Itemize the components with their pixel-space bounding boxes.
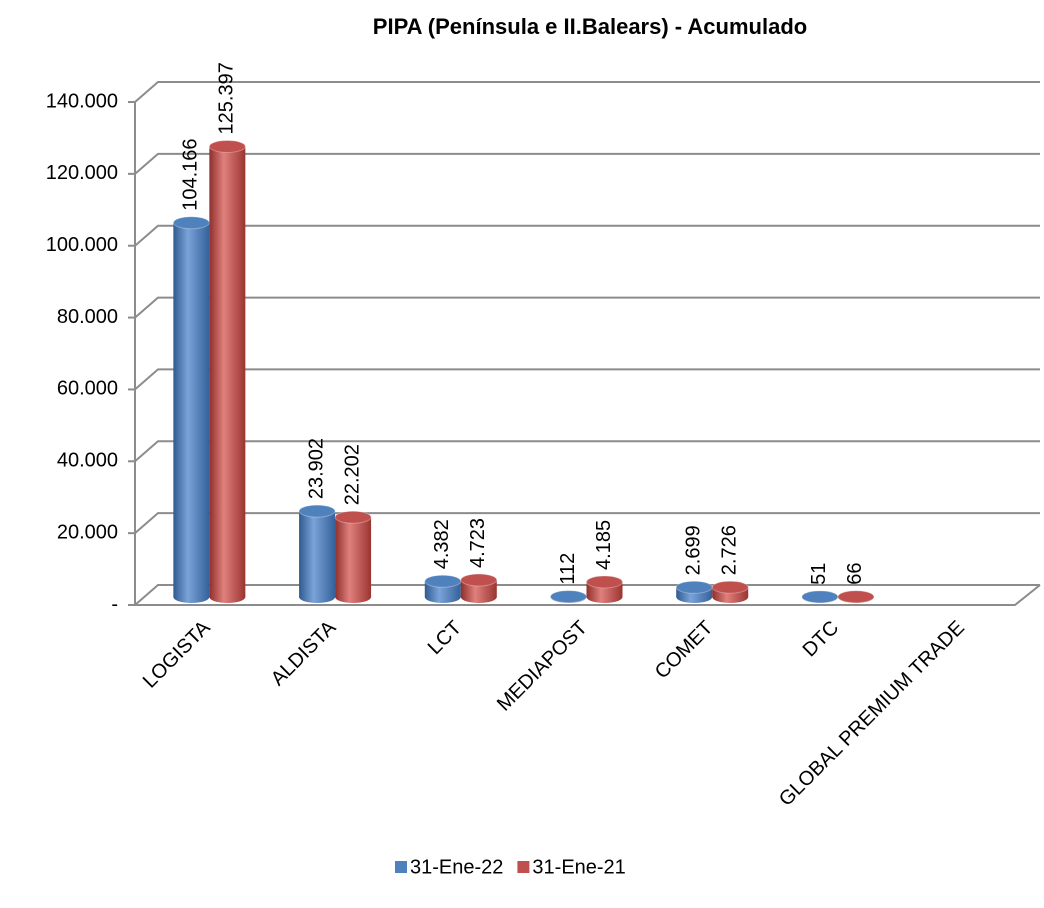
bar bbox=[298, 504, 336, 603]
y-tick-label: 40.000 bbox=[57, 450, 118, 472]
floor bbox=[135, 584, 1041, 606]
x-tick-label: LCT bbox=[424, 617, 466, 659]
bar-body bbox=[335, 517, 372, 597]
x-tick-label: LOGISTA bbox=[139, 616, 215, 692]
legend-label: 31-Ene-22 bbox=[410, 856, 503, 878]
data-label: 51 bbox=[808, 563, 830, 585]
data-label: 125.397 bbox=[216, 62, 238, 134]
bar bbox=[460, 573, 498, 603]
bar bbox=[334, 510, 372, 603]
legend-label: 31-Ene-21 bbox=[532, 856, 625, 878]
bar bbox=[586, 575, 623, 603]
bar-body bbox=[173, 222, 210, 597]
grid-line bbox=[134, 296, 1040, 319]
y-tick-label: 60.000 bbox=[57, 378, 118, 400]
bar bbox=[675, 580, 713, 603]
bar bbox=[424, 574, 462, 603]
y-tick-label: 140.000 bbox=[46, 90, 118, 112]
bar-top bbox=[837, 590, 875, 604]
data-label: 112 bbox=[557, 553, 579, 585]
data-label: 4.382 bbox=[431, 519, 453, 569]
y-tick-label: 20.000 bbox=[57, 521, 118, 543]
bar-top bbox=[172, 216, 210, 230]
bar-top bbox=[208, 139, 246, 153]
bar-top bbox=[586, 575, 623, 589]
bar-top bbox=[550, 590, 587, 604]
grid-line bbox=[134, 224, 1040, 247]
chart-title: PIPA (Península e II.Balears) - Acumulad… bbox=[373, 14, 807, 39]
y-tick-label: 100.000 bbox=[46, 234, 118, 256]
data-label: 2.726 bbox=[718, 525, 740, 575]
legend-swatch bbox=[517, 861, 530, 873]
grid-line bbox=[134, 81, 1040, 103]
bar-top bbox=[298, 504, 336, 518]
bar bbox=[550, 590, 587, 604]
grid-line bbox=[134, 440, 1040, 463]
bar-top bbox=[424, 574, 462, 588]
bar-top bbox=[801, 590, 839, 604]
bar-top bbox=[711, 580, 749, 594]
legend-swatch bbox=[395, 861, 407, 873]
y-tick-label: 120.000 bbox=[46, 162, 118, 184]
data-label: 4.185 bbox=[593, 520, 615, 570]
data-label: 23.902 bbox=[305, 438, 327, 499]
x-tick-label: MEDIAPOST bbox=[493, 617, 592, 716]
grid-line bbox=[134, 512, 1040, 534]
grid-line bbox=[134, 368, 1040, 391]
bar bbox=[208, 139, 246, 603]
bar bbox=[837, 590, 875, 604]
bar-top bbox=[334, 510, 372, 524]
bar bbox=[172, 216, 210, 603]
data-label: 4.723 bbox=[467, 518, 489, 568]
data-label: 22.202 bbox=[341, 444, 363, 505]
x-tick-label: DTC bbox=[799, 617, 844, 662]
grid-line bbox=[134, 152, 1040, 175]
x-tick-label: COMET bbox=[651, 617, 718, 684]
data-label: 66 bbox=[844, 563, 866, 585]
bar bbox=[801, 590, 839, 604]
data-label: 2.699 bbox=[682, 525, 704, 575]
data-label: 104.166 bbox=[180, 138, 202, 210]
x-tick-label: ALDISTA bbox=[267, 616, 341, 690]
bar-body bbox=[209, 146, 246, 597]
bar bbox=[711, 580, 749, 603]
bar-body bbox=[299, 511, 336, 597]
y-tick-label: 80.000 bbox=[57, 306, 118, 328]
bar-top bbox=[460, 573, 498, 587]
bar-top bbox=[675, 580, 713, 594]
y-tick-label: - bbox=[111, 593, 118, 615]
